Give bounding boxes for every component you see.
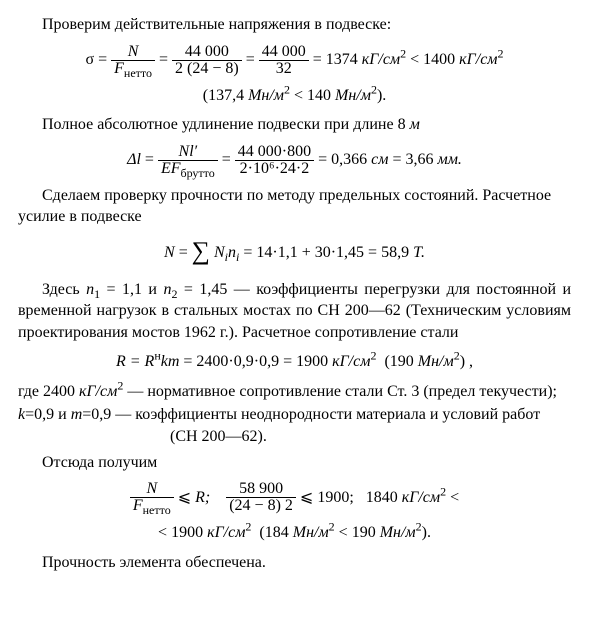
frac-58900: 58 900 (24 − 8) 2 — [226, 481, 296, 514]
formula-R: R = Rнkm = 2400·0,9·0,9 = 1900 кГ/см2 (1… — [18, 351, 571, 373]
frac-44000-2-24-8: 44 000 2 (24 − 8) — [172, 44, 242, 77]
frac-N-Fnetto: N Fнетто — [111, 44, 155, 77]
para-coeffs: Здесь n1 = 1,1 и n2 = 1,45 — коэффициент… — [18, 279, 571, 344]
frac-44000-32: 44 000 32 — [259, 44, 309, 77]
para-hence: Отсюда получим — [18, 452, 571, 474]
para-where-km: k=0,9 и m=0,9 — коэффициенты неоднородно… — [18, 404, 571, 447]
para-where-2400: где 2400 кГ/см2 — нормативное сопротивле… — [18, 381, 571, 403]
frac-N-Fnetto-2: N Fнетто — [130, 481, 174, 514]
frac-elong-numbers: 44 000·800 2·10⁶·24·2 — [235, 144, 314, 177]
formula-check: N Fнетто ⩽ R; 58 900 (24 − 8) 2 ⩽ 1900; … — [18, 481, 571, 514]
sigma-symbol: σ — [85, 49, 94, 71]
para-conclusion: Прочность элемента обеспечена. — [18, 552, 571, 574]
para-elongation: Полное абсолютное удлинение подвески при… — [18, 114, 571, 136]
para-limit-state: Сделаем проверку прочности по методу пре… — [18, 185, 571, 228]
formula-N-sum: N = ∑ Nini = 14·1,1 + 30·1,45 = 58,9 Т. — [18, 236, 571, 271]
formula-sigma-si: (137,4 Мн/м2 < 140 Мн/м2). — [18, 85, 571, 107]
sigma-sum-icon: ∑ — [192, 234, 210, 269]
formula-sigma: σ = N Fнетто = 44 000 2 (24 − 8) = 44 00… — [18, 44, 571, 77]
para-check-stress: Проверим действительные напряжения в под… — [18, 14, 571, 36]
frac-Nl-EF: Nl′ EFбрутто — [158, 144, 218, 177]
formula-check-cont: < 1900 кГ/см2 (184 Мн/м2 < 190 Мн/м2). — [18, 522, 571, 544]
formula-delta-l: Δl = Nl′ EFбрутто = 44 000·800 2·10⁶·24·… — [18, 144, 571, 177]
